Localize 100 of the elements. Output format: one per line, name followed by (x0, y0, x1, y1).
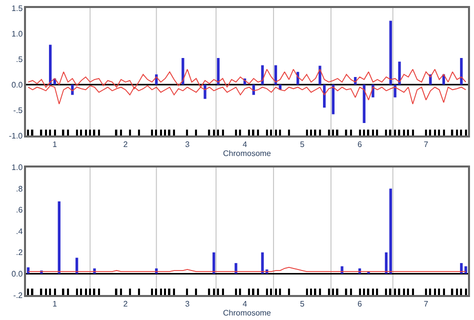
bar (407, 130, 409, 136)
bar (306, 288, 308, 295)
bar (389, 288, 392, 295)
y-tick-label: 0.0 (12, 80, 24, 90)
bar (266, 130, 268, 136)
bar (257, 130, 259, 136)
bar (398, 288, 400, 295)
bar (261, 65, 264, 85)
bar (168, 288, 170, 295)
bar (443, 288, 445, 295)
bar (62, 288, 64, 295)
bar (456, 130, 458, 136)
x-tick-label: 1 (52, 140, 58, 150)
bar (160, 130, 162, 136)
bar (129, 288, 131, 295)
bar (359, 288, 361, 295)
bar (80, 288, 82, 295)
bar (376, 130, 378, 136)
bar (270, 288, 272, 295)
bar (332, 84, 335, 114)
bar (40, 130, 42, 136)
x-tick-label: 6 (357, 299, 362, 308)
bar (76, 288, 78, 295)
y-tick-label: .5 (16, 54, 24, 64)
bar (151, 130, 153, 136)
bar (208, 288, 210, 295)
bar (429, 130, 432, 136)
x-tick-label: 5 (300, 140, 306, 150)
bar (93, 288, 96, 295)
bar (261, 252, 264, 274)
y-tick-label: 1.0 (12, 29, 24, 38)
bar (27, 288, 29, 295)
x-tick-label: 3 (185, 299, 190, 308)
bar (394, 130, 396, 136)
bar (164, 130, 166, 136)
bar (164, 288, 166, 295)
bar (385, 130, 387, 136)
bar (403, 288, 405, 295)
bar (208, 130, 210, 136)
bar (314, 130, 316, 136)
bar (310, 288, 312, 295)
bar (155, 288, 158, 295)
bar (275, 130, 277, 136)
x-axis-title: Chromosome (222, 149, 272, 158)
bar (345, 288, 348, 295)
bar (376, 288, 378, 295)
bar (168, 130, 170, 136)
bar (288, 288, 290, 295)
bar (160, 288, 162, 295)
bar (239, 288, 242, 295)
bar (465, 130, 467, 136)
bar (425, 130, 427, 136)
bar (336, 130, 338, 136)
bar (465, 288, 467, 295)
x-tick-label: 4 (242, 140, 248, 150)
bar (425, 288, 427, 295)
x-tick-label: 4 (242, 299, 248, 308)
bar (98, 288, 100, 295)
bar (252, 288, 254, 295)
bar (239, 130, 242, 136)
y-tick-label: .6 (16, 206, 24, 215)
bar (389, 130, 392, 136)
bar (45, 130, 47, 136)
y-tick-label: 1.5 (12, 4, 24, 13)
bar (270, 130, 272, 136)
bar (363, 130, 365, 136)
bar (173, 130, 175, 136)
bar (120, 288, 122, 295)
bar (288, 130, 290, 136)
bar (115, 130, 118, 136)
x-tick-label: 3 (185, 140, 190, 150)
bar (67, 288, 69, 295)
bar (31, 130, 34, 136)
bar (359, 130, 361, 136)
bar (235, 288, 237, 295)
bar (407, 288, 409, 295)
bar (389, 20, 392, 85)
y-tick-label: .4 (16, 226, 24, 236)
bar (234, 263, 238, 274)
bar (398, 62, 401, 85)
bar (451, 288, 454, 295)
bar (279, 288, 281, 295)
y-tick-label: 0.0 (12, 270, 24, 279)
bar (217, 288, 219, 295)
bar (89, 288, 91, 295)
bar (319, 130, 321, 136)
bar (49, 130, 51, 136)
bar (213, 130, 215, 136)
bar (332, 288, 334, 295)
bar (85, 288, 87, 295)
bar (429, 288, 432, 295)
bar (257, 288, 259, 295)
bar (115, 288, 118, 295)
bar (398, 130, 400, 136)
bar (222, 288, 224, 295)
bar (76, 130, 78, 136)
bar (460, 288, 462, 295)
bar (385, 288, 387, 295)
bar (336, 288, 338, 295)
bar (155, 130, 158, 136)
